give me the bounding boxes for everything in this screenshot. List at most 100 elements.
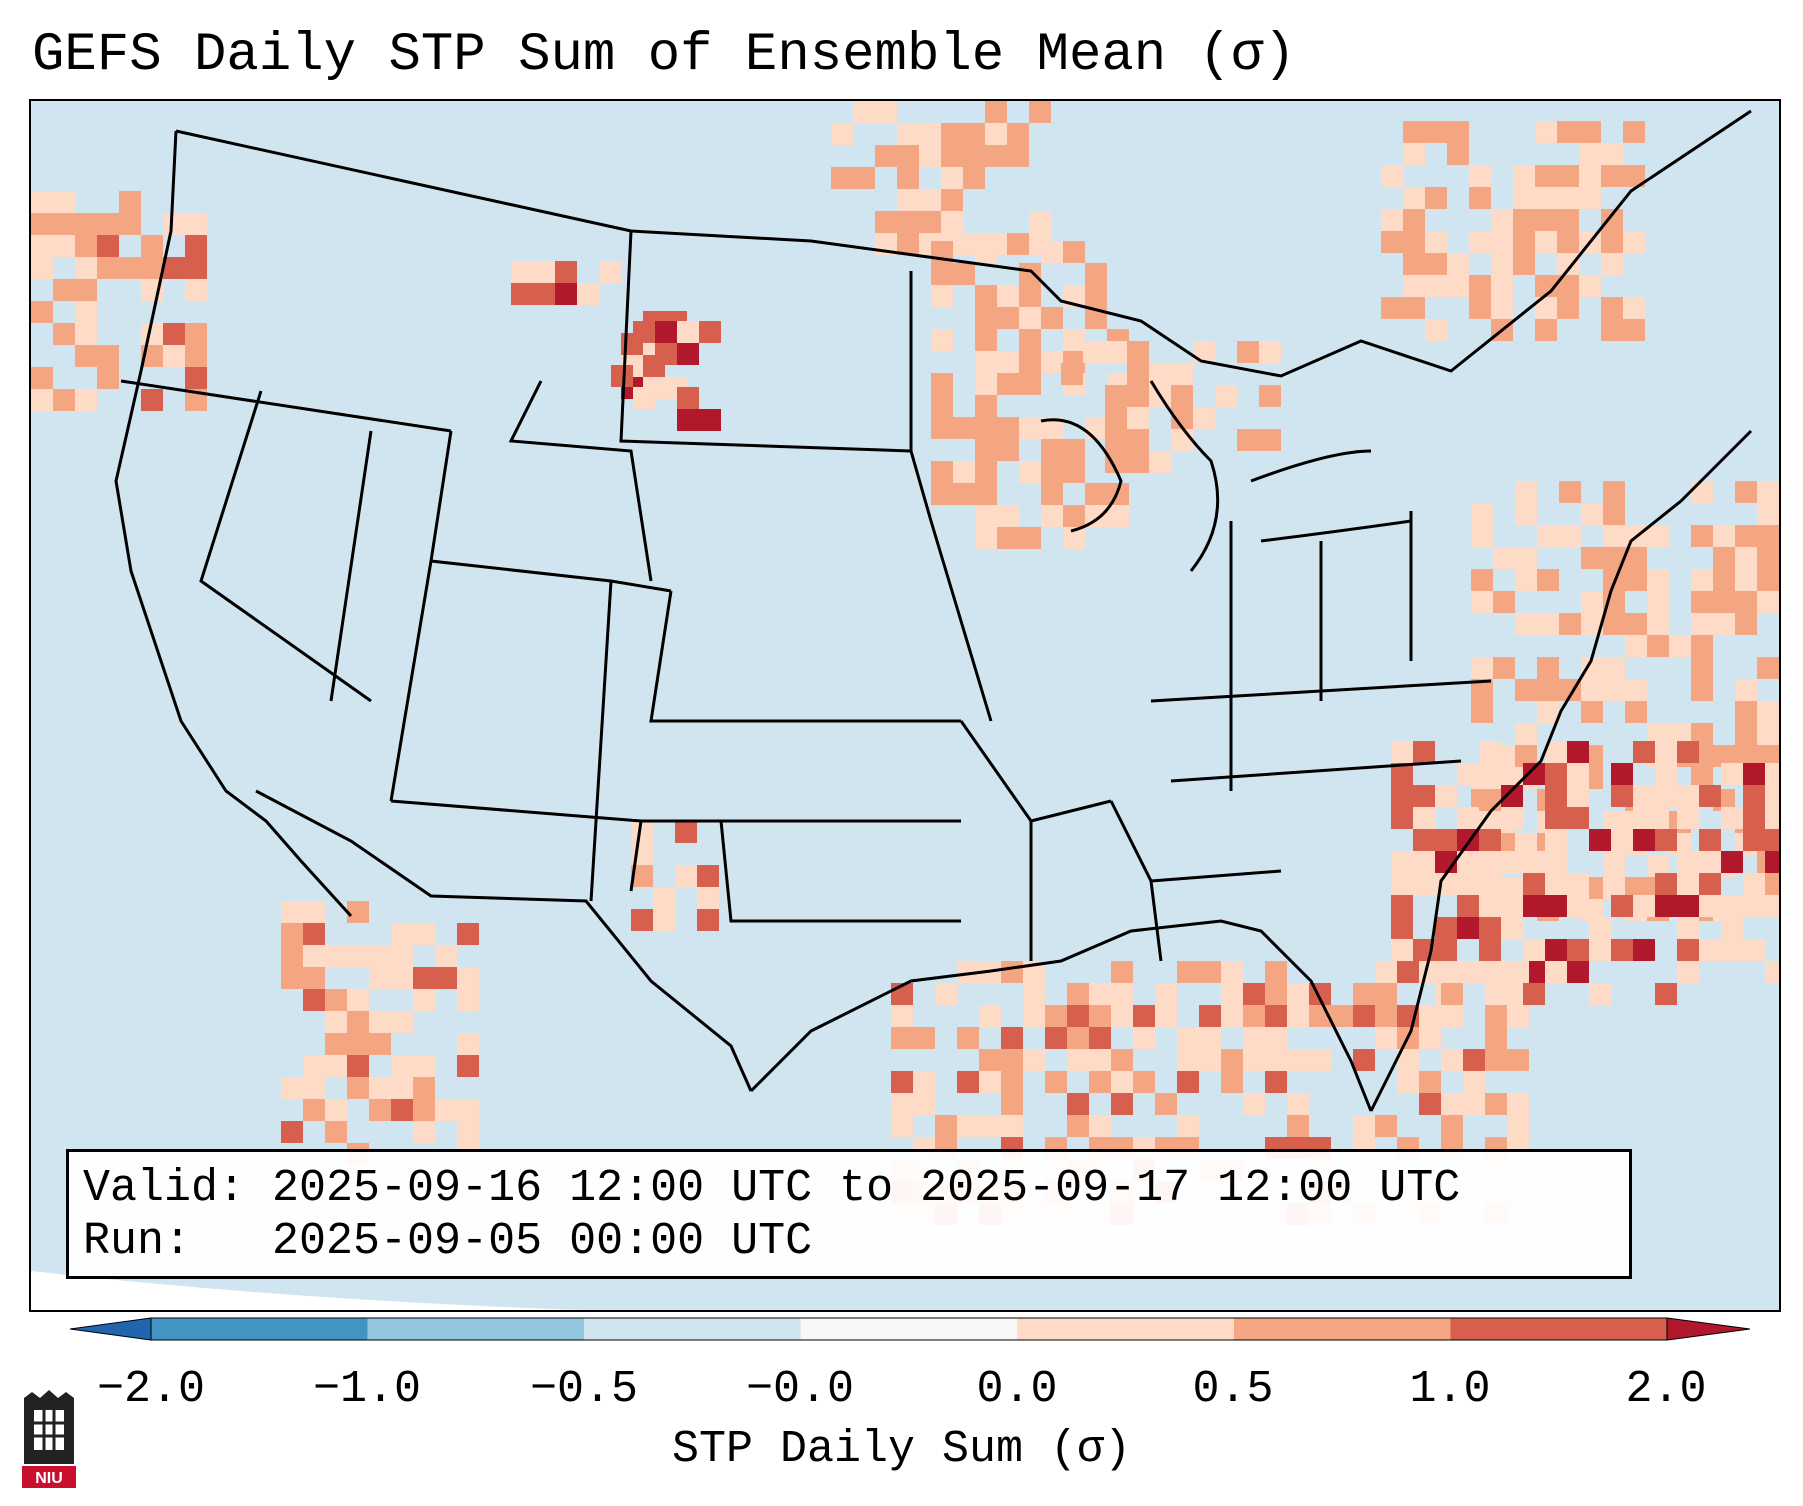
anomaly-cell bbox=[699, 321, 721, 343]
anomaly-cell bbox=[1063, 505, 1085, 527]
anomaly-cell bbox=[1127, 363, 1149, 385]
anomaly-cell bbox=[1515, 679, 1537, 701]
anomaly-cell bbox=[1581, 679, 1603, 701]
anomaly-cell bbox=[1375, 1115, 1397, 1137]
anomaly-cell bbox=[1485, 1005, 1507, 1027]
anomaly-cell bbox=[303, 901, 325, 923]
anomaly-cell bbox=[975, 483, 997, 505]
anomaly-cell bbox=[303, 923, 325, 945]
anomaly-cell bbox=[1019, 307, 1041, 329]
anomaly-cell bbox=[1471, 569, 1493, 591]
anomaly-cell bbox=[163, 323, 185, 345]
anomaly-cell bbox=[1743, 807, 1765, 829]
anomaly-cell bbox=[1089, 1005, 1111, 1027]
anomaly-cell bbox=[931, 395, 953, 417]
anomaly-cell bbox=[1611, 763, 1633, 785]
anomaly-cell bbox=[1403, 253, 1425, 275]
anomaly-cell bbox=[1425, 121, 1447, 143]
anomaly-cell bbox=[697, 865, 719, 887]
anomaly-cell bbox=[1133, 1027, 1155, 1049]
anomaly-cell bbox=[1601, 253, 1623, 275]
anomaly-cell bbox=[1149, 363, 1171, 385]
anomaly-cell bbox=[891, 1115, 913, 1137]
anomaly-cell bbox=[1479, 895, 1501, 917]
anomaly-cell bbox=[1545, 851, 1567, 873]
anomaly-cell bbox=[985, 123, 1007, 145]
anomaly-cell bbox=[997, 307, 1019, 329]
anomaly-cell bbox=[31, 213, 53, 235]
anomaly-cell bbox=[1397, 1071, 1419, 1093]
anomaly-cell bbox=[1677, 851, 1699, 873]
anomaly-cell bbox=[1447, 253, 1469, 275]
anomaly-cell bbox=[1403, 209, 1425, 231]
anomaly-cell bbox=[1287, 1093, 1309, 1115]
anomaly-cell bbox=[1001, 1071, 1023, 1093]
anomaly-cell bbox=[1507, 1115, 1529, 1137]
anomaly-cell bbox=[1567, 939, 1589, 961]
anomaly-cell bbox=[1501, 785, 1523, 807]
anomaly-cell bbox=[1155, 1093, 1177, 1115]
anomaly-cell bbox=[1655, 983, 1677, 1005]
anomaly-cell bbox=[963, 123, 985, 145]
anomaly-cell bbox=[1375, 961, 1397, 983]
anomaly-cell bbox=[655, 343, 677, 365]
colorbar-segment bbox=[367, 1318, 585, 1340]
anomaly-cell bbox=[457, 1121, 479, 1143]
anomaly-cell bbox=[413, 1121, 435, 1143]
anomaly-cell bbox=[1265, 983, 1287, 1005]
anomaly-cell bbox=[1691, 591, 1713, 613]
anomaly-cell bbox=[1413, 851, 1435, 873]
anomaly-cell bbox=[1425, 253, 1447, 275]
anomaly-cell bbox=[1537, 525, 1559, 547]
anomaly-cell bbox=[1419, 1005, 1441, 1027]
anomaly-cell bbox=[699, 409, 721, 431]
anomaly-cell bbox=[1567, 961, 1589, 983]
anomaly-cell bbox=[633, 321, 655, 343]
anomaly-cell bbox=[1567, 873, 1589, 895]
anomaly-cell bbox=[1085, 483, 1107, 505]
anomaly-cell bbox=[1391, 939, 1413, 961]
anomaly-cell bbox=[1515, 745, 1537, 767]
anomaly-cell bbox=[1001, 961, 1023, 983]
anomaly-cell bbox=[1199, 1027, 1221, 1049]
anomaly-cell bbox=[941, 123, 963, 145]
anomaly-cell bbox=[853, 101, 875, 123]
anomaly-cell bbox=[1647, 613, 1669, 635]
tick-label: −0.5 bbox=[529, 1364, 639, 1415]
colorbar-segment bbox=[1017, 1318, 1234, 1340]
anomaly-cell bbox=[1029, 211, 1051, 233]
anomaly-cell bbox=[1567, 785, 1589, 807]
anomaly-cell bbox=[1523, 873, 1545, 895]
anomaly-cell bbox=[1041, 483, 1063, 505]
anomaly-cell bbox=[1491, 253, 1513, 275]
anomaly-cell bbox=[1535, 121, 1557, 143]
anomaly-cell bbox=[1713, 525, 1735, 547]
anomaly-cell bbox=[1127, 407, 1149, 429]
anomaly-cell bbox=[391, 1099, 413, 1121]
anomaly-cell bbox=[1029, 101, 1051, 123]
anomaly-cell bbox=[1623, 297, 1645, 319]
anomaly-cell bbox=[1001, 1115, 1023, 1137]
anomaly-cell bbox=[831, 123, 853, 145]
anomaly-cell bbox=[1287, 1049, 1309, 1071]
anomaly-cell bbox=[1441, 1005, 1463, 1027]
anomaly-cell bbox=[1567, 763, 1589, 785]
anomaly-cell bbox=[1019, 263, 1041, 285]
anomaly-cell bbox=[1669, 723, 1691, 745]
anomaly-cell bbox=[1485, 1027, 1507, 1049]
anomaly-cell bbox=[1735, 701, 1757, 723]
anomaly-cell bbox=[1485, 961, 1507, 983]
anomaly-cell bbox=[1535, 209, 1557, 231]
anomaly-cell bbox=[975, 329, 997, 351]
anomaly-cell bbox=[1581, 503, 1603, 525]
anomaly-cell bbox=[1757, 525, 1779, 547]
anomaly-cell bbox=[1601, 165, 1623, 187]
anomaly-cell bbox=[555, 283, 577, 305]
validity-info-box: Valid: 2025-09-16 12:00 UTC to 2025-09-1… bbox=[66, 1149, 1632, 1279]
anomaly-cell bbox=[1581, 591, 1603, 613]
anomaly-cell bbox=[1067, 1027, 1089, 1049]
anomaly-cell bbox=[611, 365, 633, 387]
anomaly-cell bbox=[677, 321, 699, 343]
anomaly-cell bbox=[1463, 1049, 1485, 1071]
anomaly-cell bbox=[1589, 983, 1611, 1005]
